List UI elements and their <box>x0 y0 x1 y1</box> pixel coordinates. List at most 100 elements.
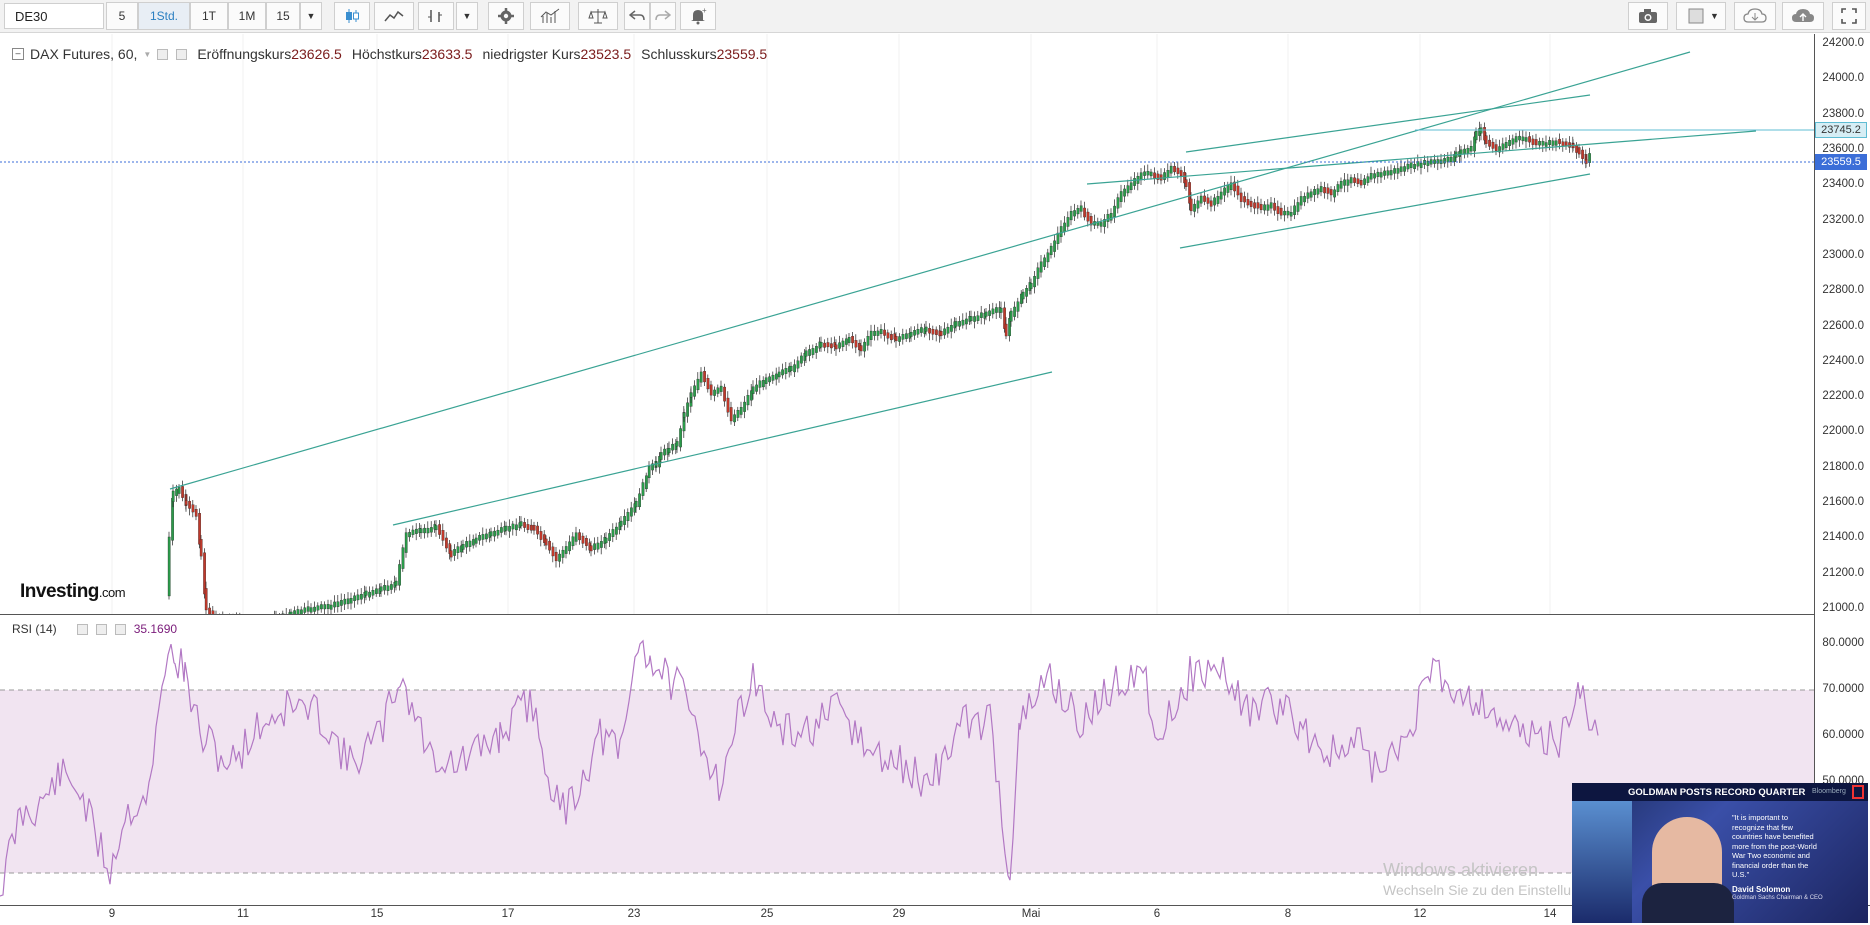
candle-down <box>1359 180 1363 186</box>
time-axis[interactable] <box>0 905 1870 925</box>
candle-down <box>449 550 453 558</box>
alert-button[interactable]: + <box>680 2 716 30</box>
layout-dropdown[interactable]: ▼ <box>1704 2 1726 30</box>
candle-up <box>1588 153 1591 163</box>
candle-up <box>453 549 456 556</box>
fullscreen-button[interactable] <box>1832 2 1866 30</box>
screenshot-button[interactable] <box>1628 2 1668 30</box>
candle-up <box>1099 222 1103 227</box>
candle-down <box>191 504 195 513</box>
interval-1m-button[interactable]: 1M <box>228 2 266 30</box>
candle-up <box>356 594 360 601</box>
compare-button[interactable] <box>578 2 618 30</box>
candle-down <box>204 588 208 611</box>
candle-down <box>834 344 838 350</box>
speaker-suit <box>1642 883 1734 923</box>
candle-up <box>775 373 778 380</box>
video-background-panel <box>1572 801 1632 923</box>
rsi-label: RSI (14) <box>12 622 57 636</box>
candle-up <box>171 490 175 502</box>
candle-up <box>1113 205 1116 218</box>
candle-up <box>1103 219 1106 227</box>
rsi-close-icon[interactable] <box>114 623 126 635</box>
line-chart-button[interactable] <box>374 2 414 30</box>
legend-dropdown-icon[interactable]: ▼ <box>143 49 152 59</box>
candle-up <box>804 350 808 357</box>
rsi-tick-label: 80.0000 <box>1822 637 1864 650</box>
candle-up <box>1449 156 1453 163</box>
candle-down <box>1259 204 1263 211</box>
candle-down <box>543 534 546 543</box>
candle-up <box>1473 136 1476 152</box>
candle-up <box>634 500 638 508</box>
candle-down <box>1568 142 1571 148</box>
indicators-dropdown[interactable]: ▼ <box>456 2 478 30</box>
candle-up <box>764 377 768 384</box>
candle-down <box>1356 178 1360 184</box>
candles-chart-button[interactable] <box>334 2 370 30</box>
price-tick-label: 24200.0 <box>1822 37 1864 49</box>
indicators-button[interactable] <box>418 2 454 30</box>
candle-down <box>935 329 938 335</box>
close-value: 23559.5 <box>716 46 768 62</box>
trend-line <box>392 371 1053 526</box>
candle-up <box>360 594 363 600</box>
undo-button[interactable] <box>624 2 650 30</box>
cloud-download-icon <box>1743 8 1767 23</box>
legend-settings-icon[interactable] <box>157 48 169 60</box>
redo-button[interactable] <box>650 2 676 30</box>
open-label: Eröffnungskurs <box>197 46 292 62</box>
candle-down <box>1239 192 1243 202</box>
candle-up <box>1313 189 1316 196</box>
candle-up <box>1126 185 1130 194</box>
high-value: 23633.5 <box>421 46 473 62</box>
candle-up <box>1056 232 1060 244</box>
candle-up <box>1459 149 1463 155</box>
candle-up <box>604 537 608 544</box>
price-chart[interactable] <box>0 34 1814 615</box>
candle-up <box>762 380 765 388</box>
candle-up <box>719 385 723 392</box>
candle-up <box>811 348 815 355</box>
candle-up <box>1223 187 1226 196</box>
candle-up <box>1286 210 1290 216</box>
candle-down <box>1276 206 1280 214</box>
interval-15-button[interactable]: 15 <box>266 2 300 30</box>
candle-up <box>913 330 916 336</box>
rsi-settings-icon[interactable] <box>76 623 88 635</box>
interval-5m-button[interactable]: 5 <box>106 2 138 30</box>
cloud-save-button[interactable] <box>1782 2 1824 30</box>
candle-up <box>500 527 503 533</box>
candle-up <box>394 580 398 586</box>
rsi-axis[interactable] <box>1814 615 1870 905</box>
rsi-hide-icon[interactable] <box>95 623 107 635</box>
candle-up <box>1123 188 1126 197</box>
candle-up <box>1541 141 1545 146</box>
candle-up <box>1333 189 1336 198</box>
investing-logo: Investing.com <box>20 581 126 603</box>
studies-button[interactable] <box>530 2 570 30</box>
candle-up <box>558 553 561 562</box>
candle-down <box>181 486 184 498</box>
chevron-down-icon: ▼ <box>306 11 316 21</box>
legend-hide-icon[interactable] <box>176 48 188 60</box>
video-overlay[interactable]: GOLDMAN POSTS RECORD QUARTER Bloomberg "… <box>1572 783 1868 923</box>
video-close-icon[interactable] <box>1852 785 1864 799</box>
symbol-search-input[interactable] <box>4 3 104 29</box>
candle-up <box>1069 211 1073 221</box>
candle-up <box>1046 252 1050 263</box>
cloud-load-button[interactable] <box>1734 2 1776 30</box>
interval-1d-button[interactable]: 1T <box>190 2 228 30</box>
interval-1h-button[interactable]: 1Std. <box>138 2 190 30</box>
candle-up <box>1266 204 1270 211</box>
rsi-legend: RSI (14) 35.1690 <box>12 622 177 636</box>
settings-button[interactable] <box>488 2 524 30</box>
rsi-chart[interactable] <box>0 615 1814 905</box>
candle-up <box>333 601 336 608</box>
collapse-icon[interactable]: – <box>12 48 24 60</box>
candle-down <box>1206 197 1210 204</box>
time-tick-label: 29 <box>892 908 906 920</box>
interval-dropdown[interactable]: ▼ <box>300 2 322 30</box>
candle-down <box>1243 196 1246 203</box>
candle-up <box>561 549 565 558</box>
